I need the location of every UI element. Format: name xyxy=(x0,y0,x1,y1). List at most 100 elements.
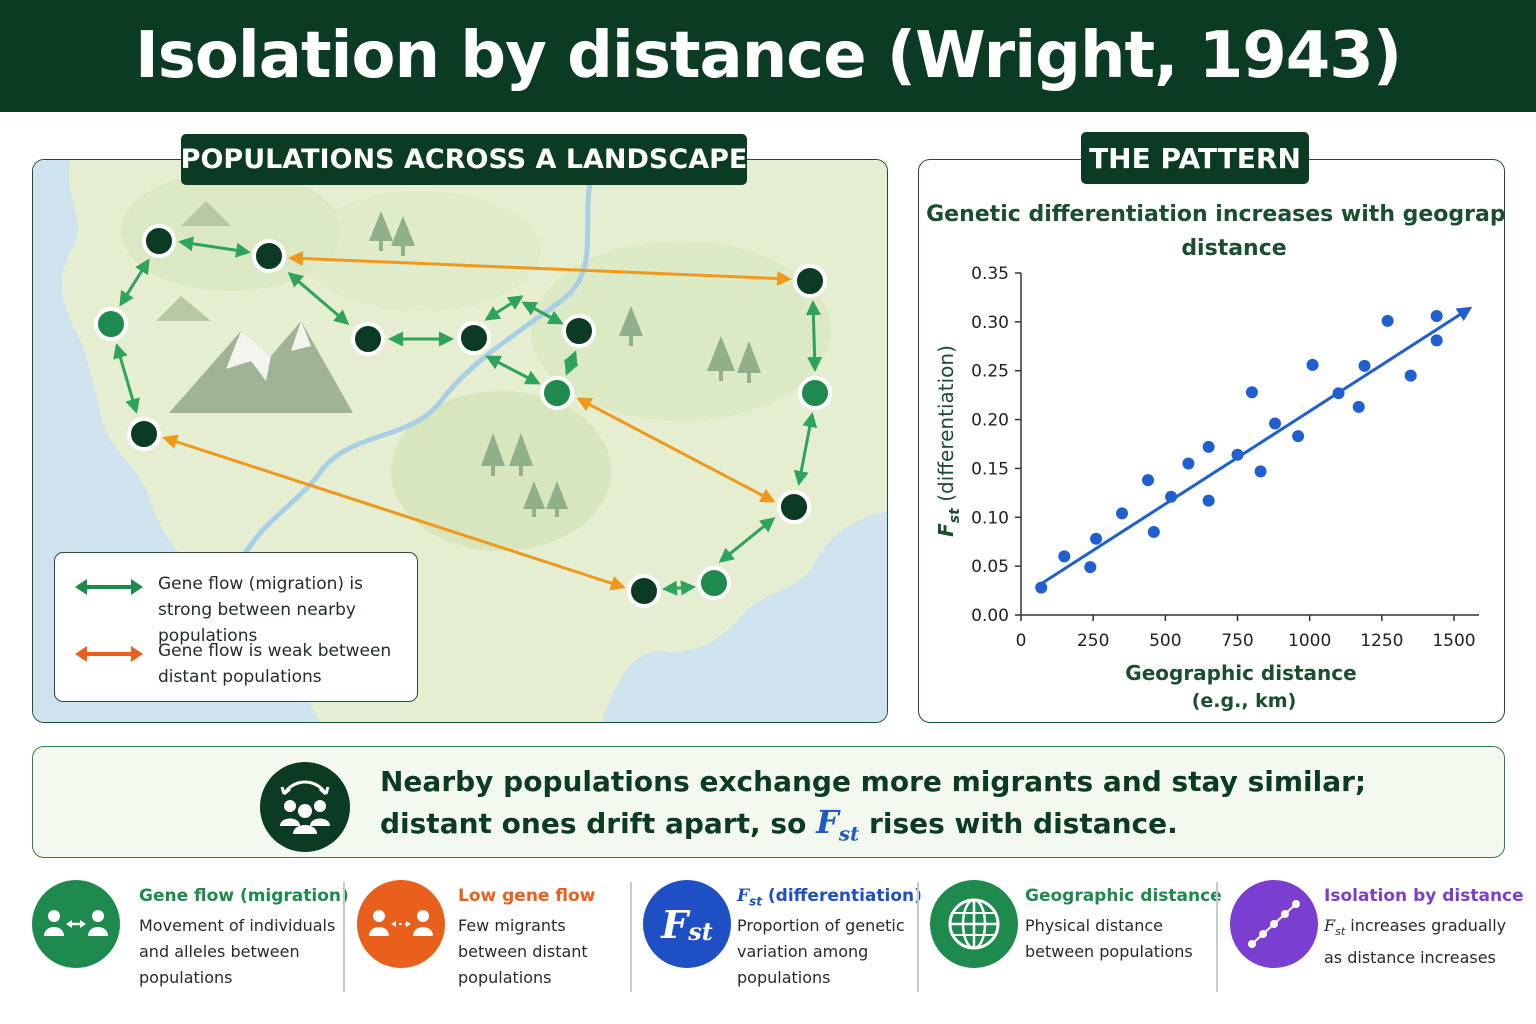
data-point xyxy=(1202,494,1215,507)
weak-flow-arrow xyxy=(162,434,626,591)
y-tick-label: 0.10 xyxy=(971,508,1009,528)
chart-panel-tag: THE PATTERN xyxy=(1081,132,1309,184)
fst-symbol: Fst xyxy=(816,803,860,846)
summary-text: Nearby populations exchange more migrant… xyxy=(380,761,1366,854)
key-title: Gene flow (migration) xyxy=(139,886,349,906)
key-title: Low gene flow xyxy=(458,886,596,906)
key-desc: Fst increases gradually as distance incr… xyxy=(1324,916,1507,968)
chart-panel: Genetic differentiation increases with g… xyxy=(918,159,1506,723)
sea-southeast xyxy=(601,511,887,722)
summary-line-2: distant ones drift apart, so Fst rises w… xyxy=(380,802,1366,854)
x-tick-label: 500 xyxy=(1149,631,1181,651)
key-desc: Proportion of genetic variation among po… xyxy=(737,916,905,987)
chart-title-line-2: distance xyxy=(1181,236,1286,261)
population-node xyxy=(627,574,661,608)
strong-flow-arrow xyxy=(178,236,251,258)
data-point xyxy=(1182,457,1195,470)
legend-strong-label: Gene flow (migration) is strong between … xyxy=(158,574,363,646)
divider xyxy=(630,882,632,992)
chart-title-line-1: Genetic differentiation increases with g… xyxy=(926,202,1506,227)
y-tick-label: 0.30 xyxy=(971,313,1009,333)
data-point xyxy=(1202,440,1215,453)
y-tick-label: 0.35 xyxy=(971,264,1009,284)
x-axis-label-unit: (e.g., km) xyxy=(1192,690,1297,712)
x-tick-label: 0 xyxy=(1016,631,1027,651)
x-axis-label: Geographic distance xyxy=(1125,661,1356,685)
data-point xyxy=(1058,550,1071,563)
legend-weak-label: Gene flow is weak between distant popula… xyxy=(158,641,392,687)
strong-flow-arrow xyxy=(662,580,696,596)
map-legend: Gene flow (migration) is strong between … xyxy=(54,552,418,702)
data-point xyxy=(1147,525,1160,538)
summary-line-2-end: rises with distance. xyxy=(869,807,1178,840)
y-tick-label: 0.25 xyxy=(971,362,1009,382)
divider xyxy=(1216,882,1218,992)
x-tick-label: 1000 xyxy=(1288,631,1331,651)
data-point xyxy=(1035,581,1048,594)
y-tick-label: 0.15 xyxy=(971,459,1009,479)
data-point xyxy=(1254,465,1267,478)
population-node xyxy=(252,239,286,273)
population-node xyxy=(798,376,832,410)
divider xyxy=(917,882,919,992)
key-low-gene-flow: Low gene flow Few migrants between dista… xyxy=(357,878,629,992)
population-node xyxy=(127,417,161,451)
data-point xyxy=(1306,358,1319,371)
strong-flow-arrow xyxy=(563,350,579,376)
key-desc: Few migrants between distant populations xyxy=(458,916,588,987)
summary-line-1: Nearby populations exchange more migrant… xyxy=(380,765,1367,798)
strong-flow-arrow xyxy=(287,272,350,325)
x-tick-label: 1250 xyxy=(1360,631,1403,651)
divider xyxy=(343,882,345,992)
data-point xyxy=(1292,430,1305,443)
summary-box: Nearby populations exchange more migrant… xyxy=(32,746,1505,858)
population-node xyxy=(94,307,128,341)
data-point xyxy=(1269,417,1282,430)
y-tick-label: 0.05 xyxy=(971,557,1009,577)
data-point xyxy=(1231,448,1244,461)
x-tick-label: 750 xyxy=(1221,631,1253,651)
population-node xyxy=(457,321,491,355)
population-node xyxy=(142,224,176,258)
population-node xyxy=(697,566,731,600)
y-tick-label: 0.20 xyxy=(971,411,1009,431)
x-tick-label: 250 xyxy=(1077,631,1109,651)
population-node xyxy=(562,314,596,348)
data-point xyxy=(1084,561,1097,574)
data-point xyxy=(1090,532,1103,545)
strong-flow-arrow xyxy=(793,412,818,486)
data-point xyxy=(1430,334,1443,347)
people-arrow-icon xyxy=(32,880,120,968)
header-bar: Isolation by distance (Wright, 1943) xyxy=(0,0,1536,112)
trend-line xyxy=(1040,306,1473,585)
strong-flow-arrow xyxy=(718,517,776,563)
data-point xyxy=(1358,359,1371,372)
y-tick-label: 0.00 xyxy=(971,606,1009,626)
green-double-arrow-icon xyxy=(75,579,143,595)
data-point xyxy=(1352,400,1365,413)
data-point xyxy=(1165,490,1178,503)
orange-double-arrow-icon xyxy=(75,646,143,662)
strong-flow-arrow xyxy=(119,258,150,307)
population-node xyxy=(793,264,827,298)
key-gene-flow: Gene flow (migration) Movement of indivi… xyxy=(32,878,349,992)
data-point xyxy=(1332,387,1345,400)
data-point xyxy=(1245,386,1258,399)
data-point xyxy=(1404,369,1417,382)
y-axis-label: Fst (differentiation) xyxy=(934,345,963,537)
strong-flow-arrow xyxy=(805,300,823,372)
group-exchange-icon xyxy=(260,762,350,852)
scatter-chart: Genetic differentiation increases with g… xyxy=(926,202,1506,712)
key-title: Isolation by distance xyxy=(1324,886,1524,906)
weak-flow-arrow xyxy=(288,251,792,286)
key-desc: Movement of individuals and alleles betw… xyxy=(139,916,336,987)
data-point xyxy=(1430,309,1443,322)
strong-flow-arrow xyxy=(485,355,541,385)
key-title: Fst (differentiation) xyxy=(737,886,922,909)
summary-line-2-start: distant ones drift apart, so xyxy=(380,807,807,840)
strong-flow-arrow xyxy=(113,343,140,414)
key-isolation-by-distance: Isolation by distance Fst increases grad… xyxy=(1230,878,1524,992)
trend-dots-icon xyxy=(1230,880,1318,968)
